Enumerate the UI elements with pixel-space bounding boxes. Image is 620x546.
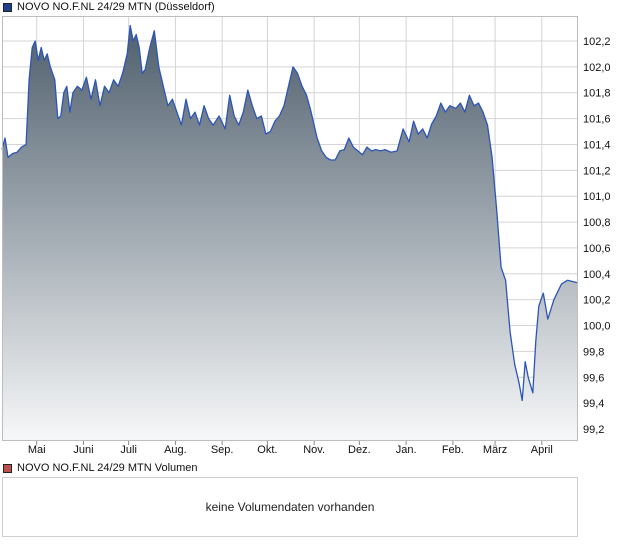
- no-volume-message: keine Volumendaten vorhanden: [205, 500, 375, 514]
- x-tick-label: Nov.: [303, 444, 325, 456]
- y-tick-label: 102,0: [583, 62, 611, 74]
- x-tick-label: Dez.: [348, 444, 371, 456]
- x-tick-label: März: [483, 444, 507, 456]
- y-tick-label: 101,8: [583, 88, 611, 100]
- y-tick-label: 99,6: [583, 372, 604, 384]
- y-tick-label: 100,8: [583, 217, 611, 229]
- y-tick-label: 99,2: [583, 424, 604, 436]
- x-tick-label: April: [531, 444, 553, 456]
- price-legend-label: NOVO NO.F.NL 24/29 MTN (Düsseldorf): [17, 1, 215, 13]
- y-tick-label: 100,0: [583, 321, 611, 333]
- price-legend: NOVO NO.F.NL 24/29 MTN (Düsseldorf): [3, 0, 215, 14]
- price-area: [2, 25, 578, 441]
- y-tick-label: 101,6: [583, 114, 611, 126]
- x-tick-label: Aug.: [164, 444, 187, 456]
- volume-legend: NOVO NO.F.NL 24/29 MTN Volumen: [3, 461, 198, 475]
- y-tick-label: 101,2: [583, 165, 611, 177]
- x-tick-label: Feb.: [442, 444, 464, 456]
- volume-legend-swatch: [3, 463, 12, 473]
- y-tick-label: 100,4: [583, 269, 611, 281]
- plot-frame: [2, 16, 578, 441]
- price-chart: 99,2 99,4 99,6 99,8 100,0 100,2 100,4 100,6 100,…: [1, 16, 611, 456]
- x-tick-label: Sep.: [211, 444, 234, 456]
- y-tick-label: 101,0: [583, 191, 611, 203]
- y-tick-label: 102,2: [583, 36, 611, 48]
- price-line: [1, 24, 579, 402]
- x-tick-label: Mai: [28, 444, 46, 456]
- y-tick-label: 100,2: [583, 295, 611, 307]
- x-tick-label: Okt.: [257, 444, 277, 456]
- y-tick-label: 100,6: [583, 243, 611, 255]
- y-tick-label: 99,4: [583, 398, 604, 410]
- x-tick-label: Juni: [73, 444, 93, 456]
- y-tick-label: 101,4: [583, 139, 611, 151]
- y-tick-label: 99,8: [583, 346, 604, 358]
- x-tick-label: Jan.: [396, 444, 417, 456]
- price-legend-swatch: [3, 2, 12, 12]
- volume-legend-label: NOVO NO.F.NL 24/29 MTN Volumen: [17, 462, 198, 474]
- volume-panel: keine Volumendaten vorhanden: [2, 477, 578, 537]
- x-tick-label: Juli: [120, 444, 137, 456]
